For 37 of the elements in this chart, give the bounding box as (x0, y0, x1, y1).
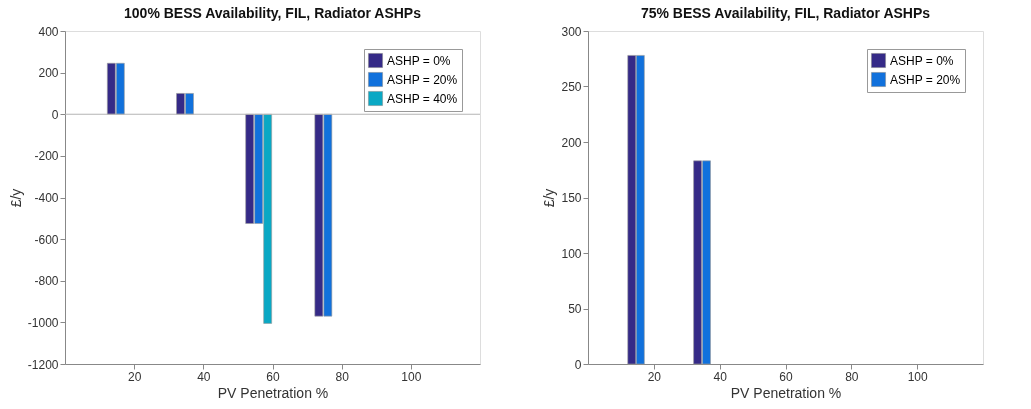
x-tick-label: 80 (845, 369, 859, 384)
x-tick-label: 100 (907, 369, 928, 384)
x-tick-label: 20 (647, 369, 662, 384)
y-tick-label: 300 (561, 24, 582, 39)
y-tick-label: -1200 (27, 357, 59, 372)
x-tick-label: 20 (127, 369, 142, 384)
y-tick-label: 200 (38, 66, 59, 81)
chart-title: 100% BESS Availability, FIL, Radiator ASHPs (124, 5, 422, 21)
x-axis-title: PV Penetration % (730, 384, 842, 401)
x-tick-label: 60 (779, 369, 793, 384)
x-tick-label: 40 (197, 369, 211, 384)
y-tick-label: -800 (34, 274, 59, 289)
y-tick-label: -1000 (27, 315, 59, 330)
legend-label: ASHP = 0% (890, 53, 954, 68)
y-tick-label: 100 (561, 246, 582, 261)
x-tick-label: 100 (401, 369, 422, 384)
x-tick-label: 80 (335, 369, 350, 384)
y-tick-label: 50 (568, 302, 582, 316)
chart-title: 75% BESS Availability, FIL, Radiator ASHPs (640, 5, 931, 21)
y-tick-label: -400 (34, 191, 59, 205)
x-tick-label: 40 (713, 369, 728, 384)
legend-label: ASHP = 40% (387, 91, 458, 106)
legend-label: ASHP = 20% (890, 72, 961, 87)
y-tick-label: 0 (51, 107, 59, 122)
y-tick-label: 200 (561, 135, 582, 150)
y-axis-title: £/y (541, 188, 558, 208)
x-tick-label: 60 (266, 369, 280, 384)
y-axis-title: £/y (7, 188, 24, 208)
y-tick-label: 0 (574, 357, 582, 372)
y-tick-label: 400 (38, 24, 59, 39)
y-tick-label: 150 (561, 191, 582, 205)
y-tick-label: -600 (34, 232, 59, 247)
x-axis-title: PV Penetration % (217, 384, 329, 401)
legend-label: ASHP = 20% (387, 72, 458, 87)
legend-label: ASHP = 0% (387, 53, 451, 68)
y-tick-label: 250 (561, 80, 582, 94)
y-tick-label: -200 (34, 149, 59, 164)
